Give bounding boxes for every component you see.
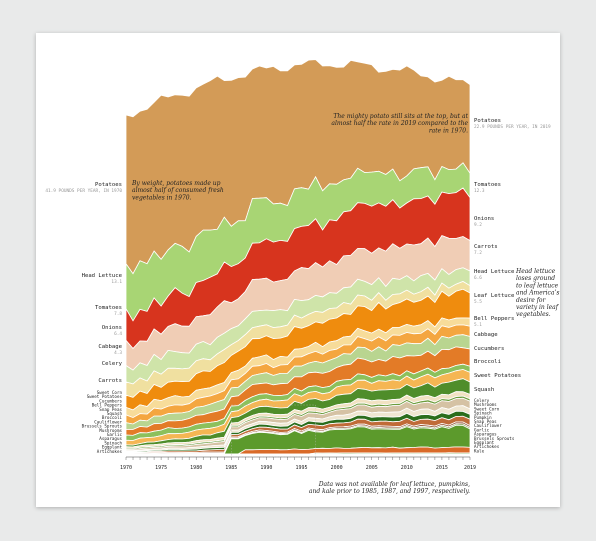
right-small-label: Artichokes	[474, 444, 500, 449]
right-small-label: Sweet Corn	[474, 406, 500, 411]
x-tick-label: 1980	[190, 465, 202, 471]
right-small-label: Eggplant	[474, 440, 495, 445]
left-label: Cabbage	[98, 344, 122, 350]
right-small-label: Brussels Sprouts	[474, 436, 515, 441]
right-small-label: Kale	[474, 448, 485, 453]
right-label: Onions	[474, 216, 494, 222]
right-label: Sweet Potatoes	[474, 373, 521, 379]
annotation-potato-2019: The mighty potato still sits at the top,…	[333, 113, 468, 120]
right-small-label: Cauliflower	[474, 423, 502, 428]
annotation-lettuce: loses ground	[516, 275, 555, 282]
left-label: Head Lettuce	[82, 273, 123, 279]
x-tick-label: 1970	[120, 465, 132, 471]
right-label-value: 22.9 POUNDS PER YEAR, IN 2019	[474, 124, 551, 130]
annotation-missing-data: and kale prior to 1985, 1987, and 1997, …	[309, 488, 470, 495]
x-axis: 1970 1975 1980 1985 1990 1995 2000 2005 2010 2015…	[120, 456, 476, 471]
left-small-label: Cauliflower	[94, 419, 122, 424]
x-tick-label: 1995	[295, 465, 307, 471]
annotation-potato-1970: vegetables in 1970.	[132, 194, 192, 201]
left-label-value: 7.8	[114, 311, 122, 317]
left-label-value: 13.1	[111, 279, 122, 285]
left-small-label: Snap Peas	[99, 407, 122, 412]
right-label: Bell Peppers	[474, 316, 514, 322]
right-label-value: 5.1	[474, 322, 482, 328]
left-small-label: Bell Peppers	[92, 403, 123, 408]
x-tick-label: 1975	[155, 465, 167, 471]
left-small-label: Brussels Sprouts	[82, 424, 123, 429]
right-label-value: 9.2	[474, 222, 482, 228]
right-small-label: Spinach	[474, 411, 492, 416]
x-tick-label: 2000	[331, 465, 343, 471]
right-label: Cabbage	[474, 332, 498, 338]
right-label-value: 7.2	[474, 250, 482, 256]
left-label-value: 41.9 POUNDS PER YEAR, IN 1970	[45, 188, 122, 194]
annotation-lettuce: Head lettuce	[515, 268, 556, 275]
left-small-label: Artichokes	[97, 449, 123, 454]
left-label: Onions	[102, 325, 122, 331]
annotation-missing-data: Data was not available for leaf lettuce,…	[318, 481, 470, 488]
x-tick-label: 2010	[401, 465, 413, 471]
left-small-label: Cucumbers	[99, 398, 122, 403]
x-tick-label: 2019	[464, 465, 476, 471]
left-label-value: 6.4	[114, 331, 122, 337]
right-small-label: Garlic	[474, 427, 490, 432]
right-label-value: 6.6	[474, 275, 482, 281]
right-small-label: Asparagus	[474, 432, 497, 437]
chart-card: Potatoes 41.9 POUNDS PER YEAR, IN 1970 Hea…	[36, 33, 560, 507]
right-label: Potatoes	[474, 118, 501, 124]
left-small-label: Broccoli	[102, 415, 123, 420]
annotation-potato-1970: By weight, potatoes made up	[131, 180, 221, 187]
right-small-label: Mushrooms	[474, 402, 497, 407]
left-small-label: Mushrooms	[99, 428, 122, 433]
right-small-label: Snap Peas	[474, 419, 497, 424]
right-label-value: 5.5	[474, 299, 482, 305]
x-tick-label: 2005	[366, 465, 378, 471]
left-small-label: Asparagus	[99, 436, 122, 441]
missing-data-bracket	[231, 404, 316, 458]
left-label-value: 4.3	[114, 350, 122, 356]
left-small-label: Garlic	[107, 432, 123, 437]
right-label: Tomatoes	[474, 182, 501, 188]
right-label: Head Lettuce	[474, 269, 515, 275]
left-label: Carrots	[98, 378, 122, 384]
left-label: Potatoes	[95, 182, 122, 188]
annotation-lettuce: vegetables.	[516, 311, 551, 318]
annotation-lettuce: and America’s	[516, 290, 559, 297]
annotation-potato-1970: almost half of consumed fresh	[132, 187, 224, 194]
annotation-lettuce: variety in leaf	[516, 304, 560, 311]
annotation-potato-2019: rate in 1970.	[429, 127, 468, 134]
right-small-label: Celery	[474, 398, 490, 403]
annotation-potato-2019: almost half the rate in 2019 compared to…	[331, 120, 468, 127]
annotation-lettuce: desire for	[516, 297, 547, 304]
right-label: Cucumbers	[474, 346, 504, 352]
x-tick-label: 1985	[225, 465, 237, 471]
right-label-value: 12.3	[474, 188, 485, 194]
x-tick-label: 1990	[260, 465, 272, 471]
left-label: Celery	[102, 361, 123, 367]
left-small-label: Sweet Potatoes	[87, 394, 123, 399]
right-label: Broccoli	[474, 359, 501, 365]
right-label: Carrots	[474, 244, 498, 250]
right-small-label: Pumpkin	[474, 415, 492, 420]
x-tick-label: 2015	[436, 465, 448, 471]
annotation-lettuce: to leaf lettuce	[516, 282, 559, 289]
left-small-label: Spinach	[104, 440, 122, 445]
left-label: Tomatoes	[95, 305, 122, 311]
left-small-label: Eggplant	[102, 445, 123, 450]
chart-areas	[125, 59, 471, 455]
left-small-label: Squash	[107, 411, 123, 416]
right-label: Squash	[474, 387, 494, 393]
series-area-kale	[126, 452, 471, 455]
right-label: Leaf Lettuce	[474, 293, 515, 299]
left-small-label: Sweet Corn	[97, 390, 123, 395]
